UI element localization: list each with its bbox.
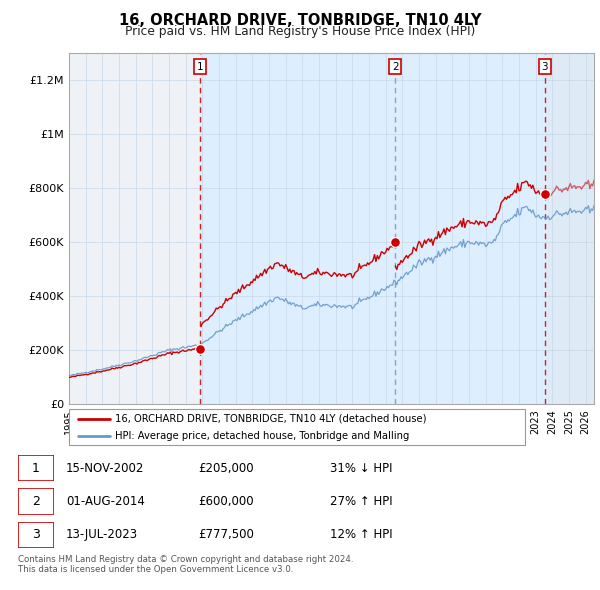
Bar	[545, 53, 594, 404]
Text: Price paid vs. HM Land Registry's House Price Index (HPI): Price paid vs. HM Land Registry's House …	[125, 25, 475, 38]
Text: Contains HM Land Registry data © Crown copyright and database right 2024.: Contains HM Land Registry data © Crown c…	[18, 555, 353, 563]
Bar	[545, 53, 594, 404]
Text: 16, ORCHARD DRIVE, TONBRIDGE, TN10 4LY: 16, ORCHARD DRIVE, TONBRIDGE, TN10 4LY	[119, 13, 481, 28]
Text: 2: 2	[32, 495, 40, 508]
Text: This data is licensed under the Open Government Licence v3.0.: This data is licensed under the Open Gov…	[18, 565, 293, 574]
FancyBboxPatch shape	[69, 409, 525, 445]
Text: 27% ↑ HPI: 27% ↑ HPI	[330, 495, 392, 508]
Bar	[545, 53, 594, 404]
Text: HPI: Average price, detached house, Tonbridge and Malling: HPI: Average price, detached house, Tonb…	[115, 431, 409, 441]
Bar	[200, 53, 545, 404]
Text: 31% ↓ HPI: 31% ↓ HPI	[330, 461, 392, 474]
Text: 13-JUL-2023: 13-JUL-2023	[66, 529, 138, 542]
FancyBboxPatch shape	[18, 488, 54, 515]
Text: 15-NOV-2002: 15-NOV-2002	[66, 461, 145, 474]
Bar	[545, 53, 594, 404]
Text: 16, ORCHARD DRIVE, TONBRIDGE, TN10 4LY (detached house): 16, ORCHARD DRIVE, TONBRIDGE, TN10 4LY (…	[115, 414, 426, 424]
FancyBboxPatch shape	[18, 455, 54, 481]
Text: £777,500: £777,500	[198, 529, 254, 542]
Bar	[200, 53, 395, 404]
Bar	[69, 53, 200, 404]
Bar	[200, 53, 395, 404]
FancyBboxPatch shape	[18, 522, 54, 548]
Text: 1: 1	[32, 461, 40, 474]
Text: 01-AUG-2014: 01-AUG-2014	[66, 495, 145, 508]
Text: £205,000: £205,000	[198, 461, 254, 474]
Bar	[69, 53, 200, 404]
Text: 3: 3	[32, 529, 40, 542]
Text: 1: 1	[197, 61, 203, 71]
Text: 2: 2	[392, 61, 398, 71]
Text: 12% ↑ HPI: 12% ↑ HPI	[330, 529, 392, 542]
Bar	[395, 53, 545, 404]
Bar	[395, 53, 545, 404]
Text: 3: 3	[541, 61, 548, 71]
Bar	[69, 53, 200, 404]
Text: £600,000: £600,000	[198, 495, 254, 508]
